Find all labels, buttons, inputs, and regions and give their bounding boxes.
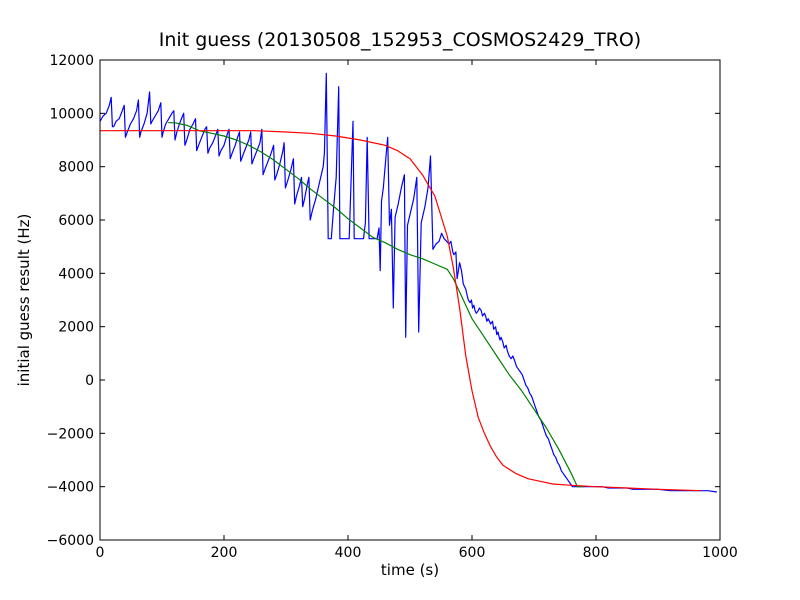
axis-layer: 0 200 400 600 800 1000 −6000 −4000 −2000 0 2000 400… (47, 53, 738, 561)
series-line-2 (168, 122, 584, 488)
series-line-1 (99, 72, 717, 493)
y-tick-label: −6000 (47, 533, 94, 549)
x-tick-label: 200 (211, 545, 238, 561)
x-tick-label: 800 (583, 545, 610, 561)
x-tick-label: 600 (459, 545, 486, 561)
y-tick-label: 4000 (58, 266, 94, 282)
plot-area-frame (99, 59, 721, 541)
chart-title: Init guess (20130508_152953_COSMOS2429_T… (158, 29, 642, 51)
x-tick-label: 400 (335, 545, 362, 561)
series-line-3 (100, 130, 702, 492)
y-tick-label: 2000 (58, 320, 94, 336)
x-axis-label: time (s) (380, 561, 440, 579)
y-tick-label: −2000 (47, 426, 94, 442)
series-layer (99, 72, 717, 493)
x-tick-label: 0 (96, 545, 105, 561)
y-tick-label: −4000 (47, 480, 94, 496)
x-tick-label: 1000 (702, 545, 738, 561)
y-tick-label: 10000 (49, 106, 94, 122)
y-tick-label: 12000 (49, 53, 94, 69)
y-tick-label: 8000 (58, 160, 94, 176)
y-tick-label: 0 (85, 373, 94, 389)
y-tick-label: 6000 (58, 213, 94, 229)
